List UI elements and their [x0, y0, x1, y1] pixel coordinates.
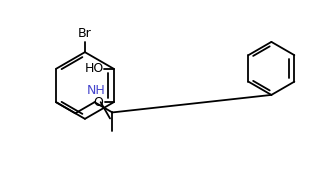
- Text: NH: NH: [87, 84, 106, 97]
- Text: Br: Br: [78, 27, 92, 40]
- Text: HO: HO: [85, 62, 104, 75]
- Text: O: O: [93, 96, 103, 109]
